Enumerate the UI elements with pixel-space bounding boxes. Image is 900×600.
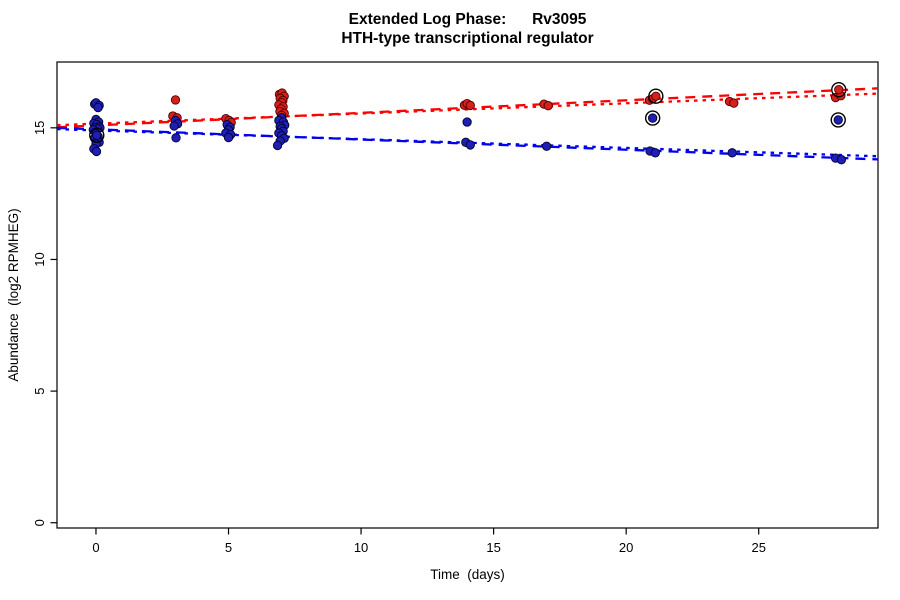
x-axis-label: Time (days) [430, 567, 505, 582]
outlier-ring [830, 112, 846, 128]
data-point-blue-series [272, 140, 283, 151]
data-point-blue-outliers-circled [648, 113, 658, 123]
y-axis-label: Abundance (log2 RPMHEG) [6, 208, 21, 381]
data-point-red-outliers-circled [651, 91, 661, 101]
x-tick-label: 5 [225, 540, 232, 555]
outlier-ring [644, 110, 661, 126]
y-tick-label: 5 [32, 387, 47, 394]
data-point-blue-series [93, 102, 103, 113]
data-points [88, 81, 847, 165]
y-tick-label: 0 [32, 519, 47, 526]
y-tick-label: 10 [32, 252, 47, 266]
x-tick-label: 25 [751, 540, 765, 555]
data-point-blue-series [727, 148, 737, 158]
data-point-blue-series [462, 117, 472, 127]
data-point-blue-series [541, 141, 552, 151]
x-tick-label: 15 [486, 540, 500, 555]
data-point-red-series [170, 95, 181, 105]
data-point-red-series [465, 100, 475, 111]
data-point-blue-series [171, 133, 181, 143]
outlier-ring [648, 88, 664, 104]
data-point-blue-series [91, 146, 102, 157]
data-point-blue-series [169, 121, 179, 131]
data-point-blue-series [465, 140, 475, 150]
data-point-blue-series [650, 148, 660, 158]
data-point-red-series [543, 101, 553, 111]
y-tick-label: 15 [32, 121, 47, 135]
x-tick-label: 10 [354, 540, 368, 555]
chart-title: Extended Log Phase: Rv3095 [349, 11, 587, 28]
axes: 0 5 10 15 20 25 0 5 10 15 [32, 61, 879, 555]
data-point-blue-series [836, 155, 847, 165]
x-tick-label: 20 [619, 540, 633, 555]
x-tick-label: 0 [92, 540, 99, 555]
trend-line-red-fit-dotted [57, 92, 878, 127]
outlier-ring [89, 127, 105, 143]
data-point-blue-outliers-circled [833, 115, 843, 125]
data-point-blue-outliers-circled [92, 130, 102, 140]
data-point-red-series [729, 98, 739, 108]
data-point-blue-series [223, 132, 234, 143]
outlier-ring [831, 81, 847, 98]
data-point-red-outliers-circled [834, 84, 844, 95]
plot-box [56, 61, 879, 529]
chart-subtitle: HTH-type transcriptional regulator [341, 30, 593, 47]
